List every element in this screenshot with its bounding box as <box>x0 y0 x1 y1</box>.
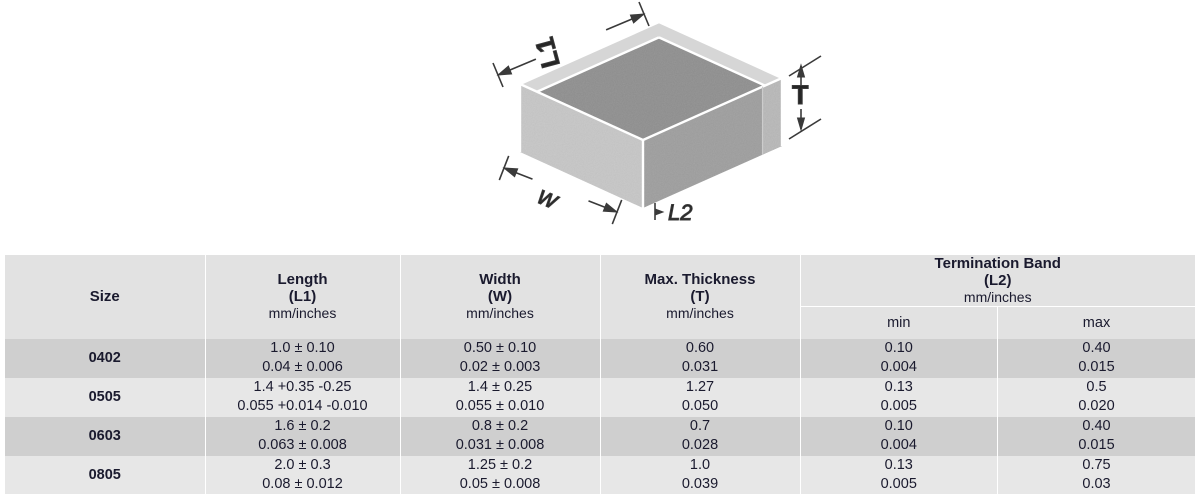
svg-text:L2: L2 <box>668 200 692 225</box>
svg-text:w: w <box>534 180 565 216</box>
svg-text:L1: L1 <box>529 34 566 71</box>
svg-text:T: T <box>792 80 809 110</box>
